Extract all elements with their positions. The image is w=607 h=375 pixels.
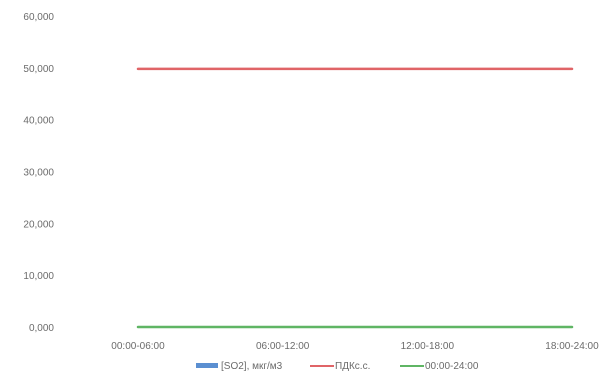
legend-label-0: [SO2], мкг/м3 <box>221 361 283 372</box>
legend-swatch-0 <box>196 363 218 368</box>
legend-label-2: 00:00-24:00 <box>425 361 479 372</box>
x-tick-label: 12:00-18:00 <box>401 341 455 352</box>
y-tick-label: 60,000 <box>23 12 54 23</box>
x-tick-label: 00:00-06:00 <box>111 341 165 352</box>
y-tick-label: 20,000 <box>23 219 54 230</box>
y-tick-label: 0,000 <box>29 323 54 334</box>
x-tick-label: 06:00-12:00 <box>256 341 310 352</box>
y-tick-label: 10,000 <box>23 271 54 282</box>
y-tick-label: 40,000 <box>23 116 54 127</box>
y-tick-label: 30,000 <box>23 168 54 179</box>
x-tick-label: 18:00-24:00 <box>545 341 599 352</box>
y-tick-label: 50,000 <box>23 64 54 75</box>
legend-label-1: ПДКс.с. <box>335 361 370 372</box>
